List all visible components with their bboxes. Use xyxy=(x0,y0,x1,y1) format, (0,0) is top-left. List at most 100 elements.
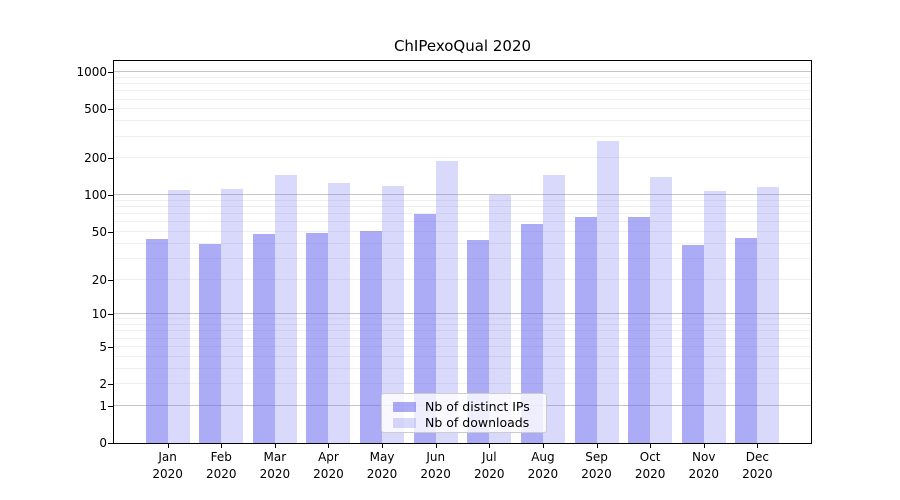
bar-distinct-ips-jan xyxy=(145,238,168,443)
x-tick-mark xyxy=(489,444,491,448)
plot-area xyxy=(113,60,812,444)
bar-distinct-ips-sep xyxy=(574,217,597,443)
bar-distinct-ips-feb xyxy=(199,243,222,443)
x-tick-label: Apr 2020 xyxy=(313,450,344,481)
x-tick-mark xyxy=(542,444,544,448)
decade-gridline xyxy=(114,313,811,315)
x-tick-label: Jul 2020 xyxy=(474,450,505,481)
y-tick-mark xyxy=(108,195,113,197)
x-tick-label: Jan 2020 xyxy=(152,450,183,481)
x-tick-mark xyxy=(703,444,705,448)
y-tick-label: 1000 xyxy=(76,65,107,80)
y-tick-label: 5 xyxy=(99,339,107,354)
legend-swatch-distinct-ips xyxy=(393,401,416,412)
minor-gridline xyxy=(114,318,811,320)
minor-gridline xyxy=(114,199,811,201)
bar-downloads-apr xyxy=(328,183,351,443)
x-tick-mark xyxy=(167,444,169,448)
y-tick-label: 200 xyxy=(84,151,107,166)
minor-gridline xyxy=(114,257,811,259)
bar-distinct-ips-nov xyxy=(681,245,704,443)
bar-downloads-jun xyxy=(435,160,458,443)
minor-gridline xyxy=(114,135,811,137)
chart-title: ChIPexoQual 2020 xyxy=(393,37,532,55)
bar-distinct-ips-mar xyxy=(252,234,275,443)
x-tick-mark xyxy=(328,444,330,448)
bar-downloads-sep xyxy=(596,141,619,443)
minor-gridline xyxy=(114,355,811,357)
y-tick-mark xyxy=(108,346,113,348)
bar-distinct-ips-apr xyxy=(306,233,329,443)
minor-gridline xyxy=(114,221,811,223)
minor-gridline xyxy=(114,231,811,233)
gridlines-layer xyxy=(114,61,811,443)
y-tick-label: 0 xyxy=(99,436,107,450)
minor-gridline xyxy=(114,278,811,280)
minor-gridline xyxy=(114,76,811,78)
y-tick-label: 100 xyxy=(84,188,107,203)
x-tick-mark xyxy=(435,444,437,448)
minor-gridline xyxy=(114,83,811,85)
bar-downloads-jan xyxy=(167,190,190,443)
minor-gridline xyxy=(114,120,811,122)
y-tick-label: 50 xyxy=(91,225,107,240)
minor-gridline xyxy=(114,90,811,92)
x-tick-mark xyxy=(274,444,276,448)
x-tick-mark xyxy=(221,444,223,448)
legend: Nb of distinct IPs Nb of downloads xyxy=(381,393,547,433)
bar-distinct-ips-may xyxy=(360,231,383,443)
minor-gridline xyxy=(114,213,811,215)
minor-gridline xyxy=(114,367,811,369)
x-tick-mark xyxy=(650,444,652,448)
y-tick-label: 500 xyxy=(84,102,107,117)
minor-gridline xyxy=(114,98,811,100)
x-tick-mark xyxy=(596,444,598,448)
y-tick-mark xyxy=(108,72,113,74)
y-tick-mark xyxy=(108,232,113,234)
bar-distinct-ips-oct xyxy=(628,217,651,443)
minor-gridline xyxy=(114,345,811,347)
y-tick-label: 10 xyxy=(91,307,107,322)
minor-gridline xyxy=(114,242,811,244)
x-tick-label: Jun 2020 xyxy=(420,450,451,481)
y-tick-mark xyxy=(108,443,113,444)
y-tick-label: 20 xyxy=(91,272,107,287)
bar-distinct-ips-dec xyxy=(735,237,758,443)
bar-downloads-nov xyxy=(703,190,726,443)
y-tick-mark xyxy=(108,279,113,281)
legend-swatch-downloads xyxy=(393,417,416,428)
bar-distinct-ips-aug xyxy=(520,224,543,443)
decade-gridline xyxy=(114,194,811,196)
x-tick-label: Oct 2020 xyxy=(634,450,666,481)
x-tick-mark xyxy=(757,444,759,448)
minor-gridline xyxy=(114,157,811,159)
bar-downloads-may xyxy=(382,185,405,443)
legend-label-downloads: Nb of downloads xyxy=(425,415,530,430)
legend-item-downloads: Nb of downloads xyxy=(393,415,546,430)
y-tick-mark xyxy=(108,109,113,111)
y-tick-mark xyxy=(108,405,113,407)
minor-gridline xyxy=(114,330,811,332)
bars-layer xyxy=(114,61,811,443)
bar-downloads-aug xyxy=(542,174,565,443)
bar-distinct-ips-jul xyxy=(467,239,490,443)
bar-downloads-feb xyxy=(221,188,244,443)
x-tick-mark xyxy=(382,444,384,448)
y-tick-mark xyxy=(108,314,113,316)
y-tick-label: 2 xyxy=(99,377,107,392)
minor-gridline xyxy=(114,337,811,339)
y-tick-label: 1 xyxy=(99,398,107,413)
decade-gridline xyxy=(114,71,811,73)
x-tick-label: Aug 2020 xyxy=(527,450,559,481)
minor-gridline xyxy=(114,108,811,110)
bar-downloads-jul xyxy=(489,195,512,443)
bar-downloads-dec xyxy=(757,186,780,443)
x-tick-label: Mar 2020 xyxy=(259,450,291,481)
minor-gridline xyxy=(114,324,811,326)
y-tick-mark xyxy=(108,158,113,160)
x-tick-label: May 2020 xyxy=(366,450,398,481)
legend-label-distinct-ips: Nb of distinct IPs xyxy=(425,399,530,414)
legend-item-distinct-ips: Nb of distinct IPs xyxy=(393,399,546,414)
minor-gridline xyxy=(114,206,811,208)
